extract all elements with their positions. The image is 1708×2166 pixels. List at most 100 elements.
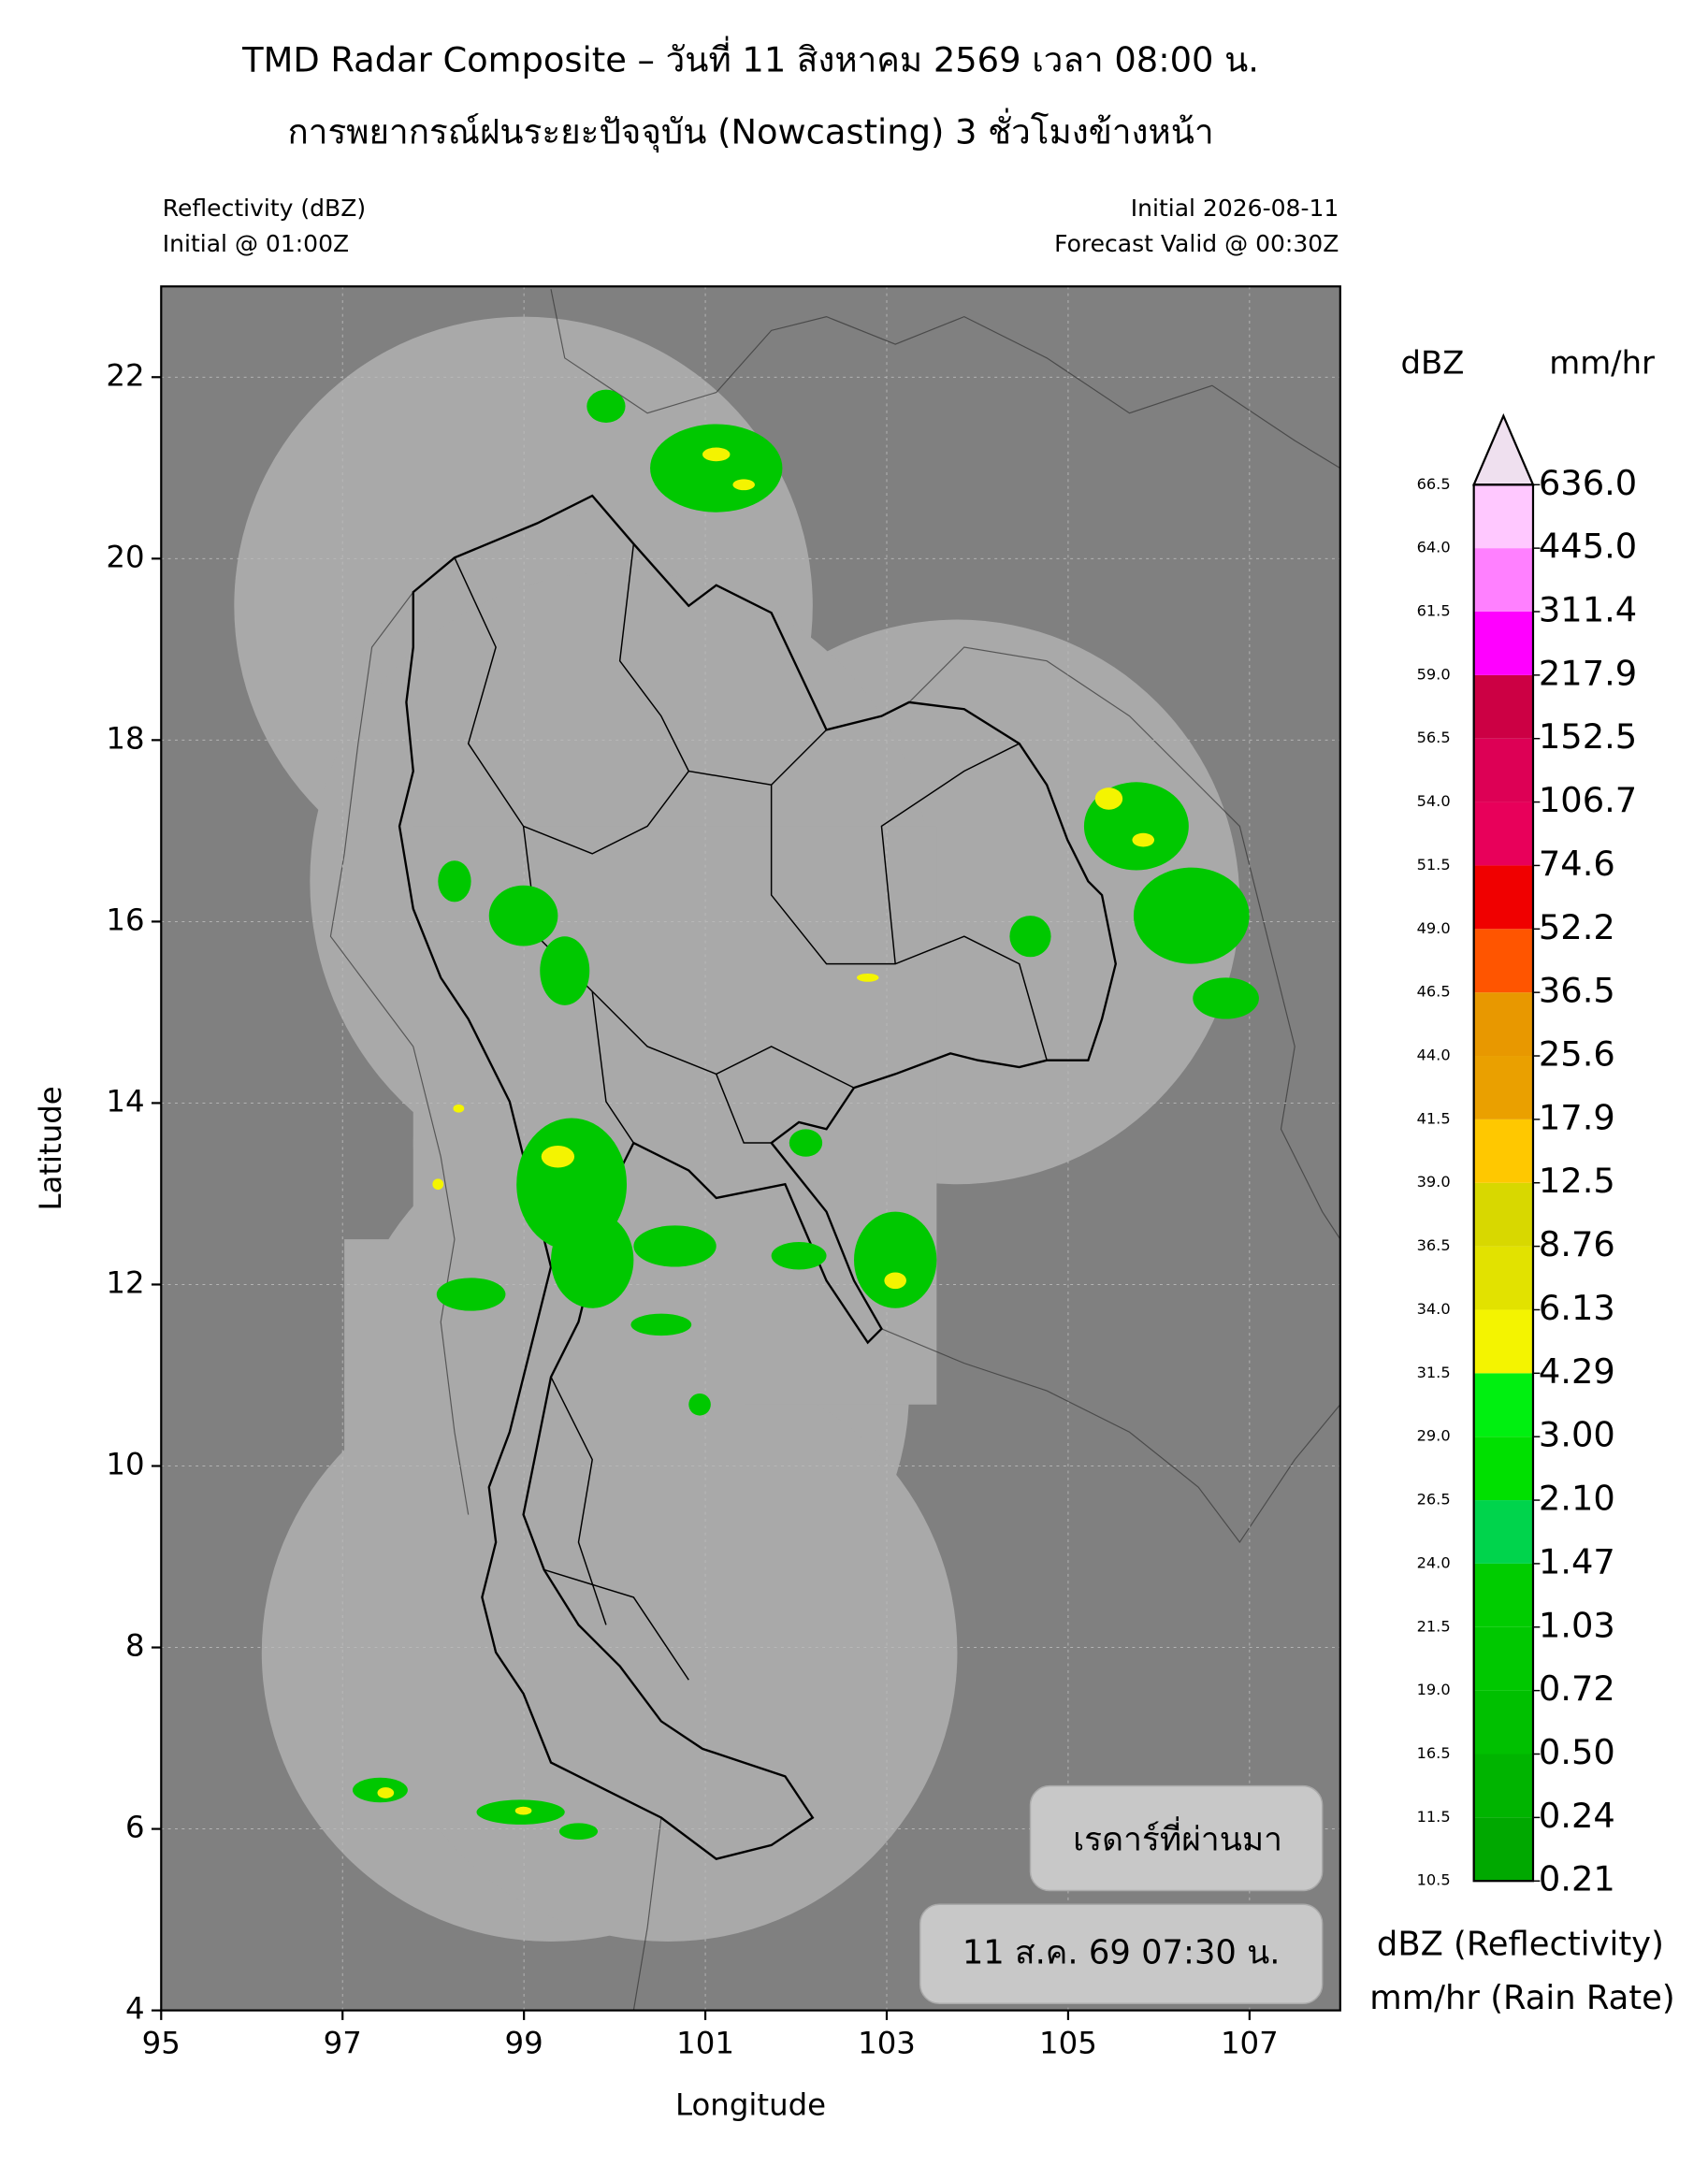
colorbar-segment	[1473, 865, 1533, 930]
colorbar-legend: mm/hr (Rain Rate)	[1369, 1979, 1674, 2017]
colorbar-segment	[1473, 674, 1533, 739]
colorbar-segment	[1473, 1754, 1533, 1818]
subtitle-right: Forecast Valid @ 00:30Z	[1054, 230, 1339, 257]
overlay-box	[1029, 1784, 1324, 1892]
overlay-label: เรดาร์ที่ผ่านมา	[1073, 1817, 1282, 1859]
x-tick-label: 107	[1221, 2025, 1279, 2060]
colorbar-segment	[1473, 1437, 1533, 1501]
title-line: TMD Radar Composite – วันที่ 11 สิงหาคม …	[241, 36, 1259, 80]
x-tick-label: 99	[505, 2025, 543, 2060]
overlay-time: 11 ส.ค. 69 07:30 น.	[963, 1933, 1281, 1971]
rain-label: 311.4	[1539, 589, 1637, 629]
colorbar-segment	[1473, 801, 1533, 866]
x-tick-label: 105	[1039, 2025, 1097, 2060]
dbz-label: 41.5	[1417, 1109, 1451, 1127]
colorbar-segment	[1473, 1373, 1533, 1437]
colorbar-segment	[1473, 1309, 1533, 1374]
map-layer	[161, 286, 1340, 2011]
y-axis-label: Latitude	[33, 1086, 68, 1210]
colorbar-header: mm/hr	[1549, 345, 1655, 382]
plot-frame	[160, 285, 1341, 2012]
y-tick-label: 20	[106, 539, 144, 574]
rain-label: 217.9	[1539, 653, 1637, 693]
province-borders	[454, 543, 1048, 1681]
colorbar-segment	[1473, 738, 1533, 802]
dbz-label: 61.5	[1417, 601, 1451, 619]
dbz-label: 19.0	[1417, 1681, 1451, 1698]
x-tick-label: 97	[324, 2025, 362, 2060]
dbz-label: 56.5	[1417, 729, 1451, 746]
rain-label: 0.24	[1539, 1796, 1615, 1836]
y-tick-label: 18	[106, 720, 144, 756]
y-tick-label: 16	[106, 902, 144, 937]
rain-label: 445.0	[1539, 527, 1637, 567]
x-axis-label: Longitude	[675, 2087, 826, 2123]
rain-label: 12.5	[1539, 1161, 1615, 1201]
overlay-box	[919, 1903, 1324, 2004]
dbz-label: 64.0	[1417, 539, 1451, 556]
neighbor-borders	[329, 289, 1340, 2011]
y-tick-label: 22	[106, 357, 144, 393]
dbz-label: 21.5	[1417, 1617, 1451, 1635]
rain-label: 3.00	[1539, 1415, 1615, 1455]
title-line: การพยากรณ์ฝนระยะปัจจุบัน (Nowcasting) 3 …	[288, 108, 1214, 152]
dbz-label: 10.5	[1417, 1871, 1451, 1889]
dbz-label: 31.5	[1417, 1364, 1451, 1381]
rain-label: 1.03	[1539, 1605, 1615, 1645]
rain-label: 636.0	[1539, 463, 1637, 503]
colorbar-segment	[1473, 1182, 1533, 1247]
dbz-label: 54.0	[1417, 792, 1451, 810]
colorbar-header: dBZ	[1401, 345, 1465, 382]
colorbar-segment	[1473, 1056, 1533, 1119]
rain-label: 8.76	[1539, 1224, 1615, 1264]
x-tick-label: 95	[142, 2025, 181, 2060]
y-tick-label: 6	[125, 1810, 145, 1845]
x-tick-label: 101	[676, 2025, 734, 2060]
dbz-label: 49.0	[1417, 919, 1451, 937]
dbz-label: 26.5	[1417, 1491, 1451, 1509]
rain-label: 25.6	[1539, 1034, 1615, 1075]
subtitle-right: Initial 2026-08-11	[1131, 195, 1339, 222]
rain-label: 52.2	[1539, 907, 1615, 947]
rain-label: 1.47	[1539, 1541, 1615, 1581]
colorbar-segment	[1473, 1500, 1533, 1564]
dbz-label: 16.5	[1417, 1744, 1451, 1762]
subtitle-left: Initial @ 01:00Z	[163, 230, 349, 257]
dbz-label: 36.5	[1417, 1236, 1451, 1254]
dbz-label: 59.0	[1417, 665, 1451, 683]
dbz-label: 11.5	[1417, 1808, 1451, 1826]
y-tick-label: 10	[106, 1447, 144, 1482]
radar-echoes	[352, 389, 1259, 1841]
colorbar-segment	[1473, 548, 1533, 612]
dbz-label: 34.0	[1417, 1300, 1451, 1318]
rain-label: 6.13	[1539, 1288, 1615, 1328]
colorbar-segment	[1473, 992, 1533, 1057]
y-tick-label: 8	[125, 1628, 145, 1664]
colorbar-segment	[1473, 1246, 1533, 1310]
colorbar-segment	[1473, 1817, 1533, 1882]
colorbar-segment	[1473, 484, 1533, 549]
rain-label: 4.29	[1539, 1351, 1615, 1392]
subtitle-left: Reflectivity (dBZ)	[163, 195, 366, 222]
dbz-label: 39.0	[1417, 1173, 1451, 1191]
colorbar-segment	[1473, 929, 1533, 993]
dbz-label: 44.0	[1417, 1047, 1451, 1064]
y-tick-label: 4	[125, 1991, 145, 2027]
colorbar-segment	[1473, 1690, 1533, 1754]
rain-label: 2.10	[1539, 1479, 1615, 1519]
rain-label: 106.7	[1539, 780, 1637, 820]
dbz-label: 24.0	[1417, 1553, 1451, 1571]
y-tick-label: 14	[106, 1083, 144, 1119]
grid-layer	[161, 286, 1340, 2011]
radar-coverage	[234, 316, 1240, 1942]
x-tick-label: 103	[858, 2025, 916, 2060]
rain-label: 36.5	[1539, 971, 1615, 1011]
dbz-label: 51.5	[1417, 856, 1451, 874]
colorbar-segment	[1473, 611, 1533, 675]
colorbar-segment	[1473, 1563, 1533, 1627]
rain-label: 74.6	[1539, 844, 1615, 884]
dbz-label: 29.0	[1417, 1427, 1451, 1445]
rain-label: 17.9	[1539, 1097, 1615, 1137]
